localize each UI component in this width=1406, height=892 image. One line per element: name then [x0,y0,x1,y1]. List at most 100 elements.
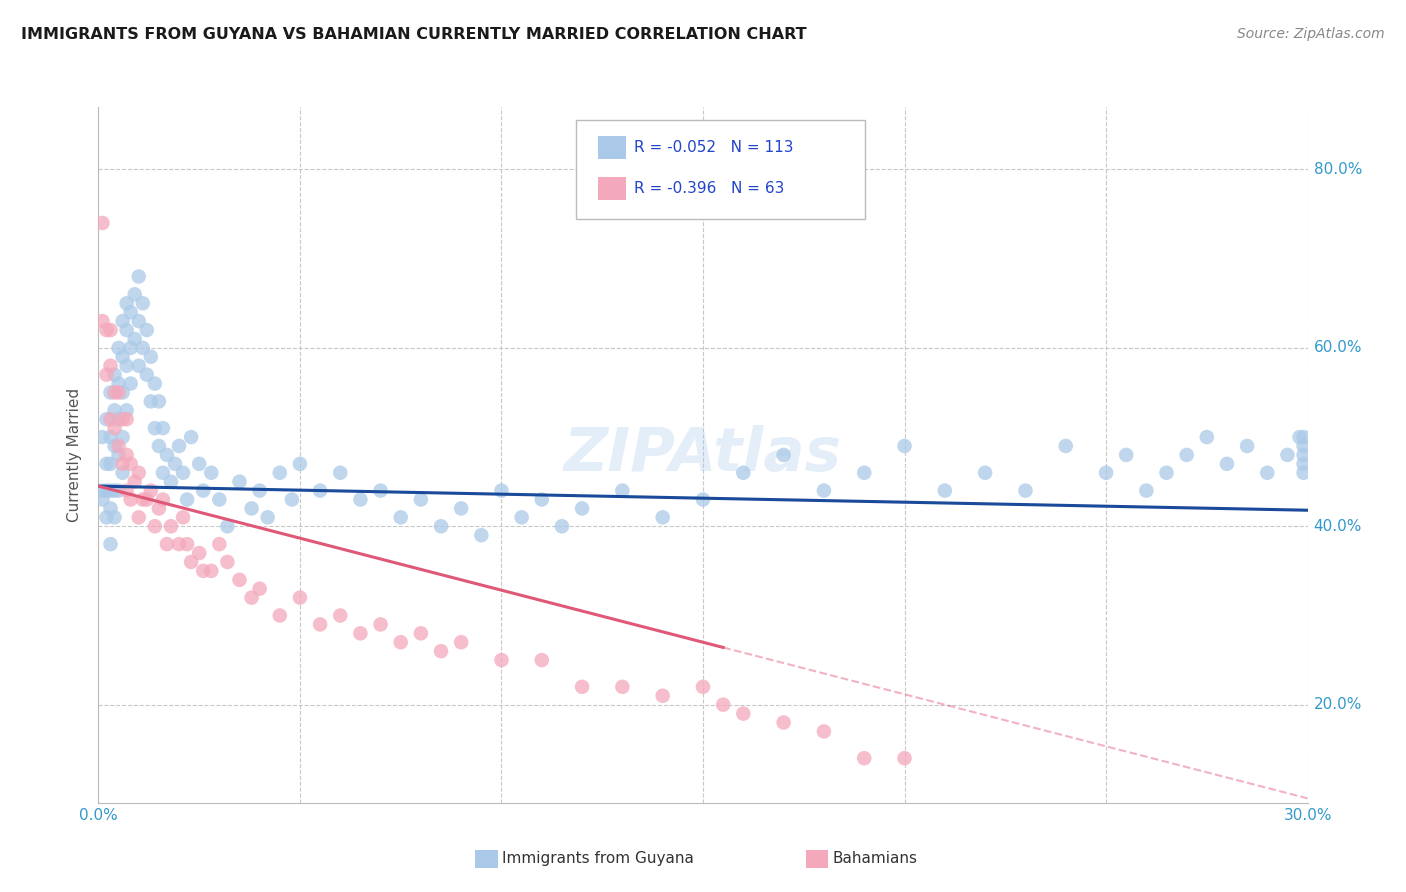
Point [228,573,250,587]
Point [148,439,170,453]
Point [111,466,134,480]
Point [176,537,198,551]
Point [115,359,138,373]
Point [111,457,134,471]
Point [100,457,122,471]
Point [148,394,170,409]
Point [974,466,997,480]
Point [651,689,673,703]
Point [1292,448,1315,462]
Text: Source: ZipAtlas.com: Source: ZipAtlas.com [1237,27,1385,41]
Point [132,492,155,507]
Point [103,403,125,417]
Point [329,466,352,480]
Point [1156,466,1178,480]
Point [193,564,215,578]
Point [172,510,194,524]
Point [96,412,118,426]
Point [167,537,190,551]
Point [1135,483,1157,498]
Point [167,439,190,453]
Point [491,483,513,498]
Point [309,617,332,632]
Text: 60.0%: 60.0% [1313,341,1362,355]
Point [893,439,915,453]
Point [152,421,174,435]
Point [139,394,162,409]
Point [288,457,311,471]
Text: R = -0.396   N = 63: R = -0.396 N = 63 [634,181,785,195]
Point [132,296,155,310]
Point [91,430,114,444]
Point [103,510,125,524]
Point [148,501,170,516]
Point [1288,430,1310,444]
Point [893,751,915,765]
Point [240,591,263,605]
Point [217,519,239,533]
Point [100,323,122,337]
Point [188,546,211,560]
Point [96,510,118,524]
Point [120,457,142,471]
Point [111,430,134,444]
Point [1292,466,1315,480]
Point [143,421,166,435]
Point [370,617,392,632]
Point [208,492,231,507]
Point [389,635,412,649]
Point [103,385,125,400]
Point [100,359,122,373]
Point [228,475,250,489]
Point [139,483,162,498]
Point [1277,448,1299,462]
Point [152,492,174,507]
Point [111,350,134,364]
Point [370,483,392,498]
Point [107,376,129,391]
Point [612,680,634,694]
Point [100,501,122,516]
Point [571,501,593,516]
Point [156,448,179,462]
Point [115,483,138,498]
Point [349,492,371,507]
Point [160,475,183,489]
Point [813,724,835,739]
Point [135,368,157,382]
Point [692,680,714,694]
Point [510,510,533,524]
Point [389,510,412,524]
Point [571,680,593,694]
Point [107,385,129,400]
Point [329,608,352,623]
Point [551,519,574,533]
Point [733,466,755,480]
Point [107,412,129,426]
Point [91,216,114,230]
Point [100,412,122,426]
Point [120,376,142,391]
Point [111,412,134,426]
Point [115,448,138,462]
Text: ZIPAtlas: ZIPAtlas [564,425,842,484]
Point [91,483,114,498]
Point [813,483,835,498]
Point [132,341,155,355]
Point [120,305,142,319]
Point [612,483,634,498]
Point [128,269,150,284]
Point [1054,439,1077,453]
Point [1014,483,1036,498]
Point [530,492,553,507]
Point [470,528,492,542]
Point [96,368,118,382]
Text: IMMIGRANTS FROM GUYANA VS BAHAMIAN CURRENTLY MARRIED CORRELATION CHART: IMMIGRANTS FROM GUYANA VS BAHAMIAN CURRE… [21,27,807,42]
Point [409,492,432,507]
Point [100,385,122,400]
Point [128,314,150,328]
Point [115,296,138,310]
Point [288,591,311,605]
Point [217,555,239,569]
Point [111,314,134,328]
